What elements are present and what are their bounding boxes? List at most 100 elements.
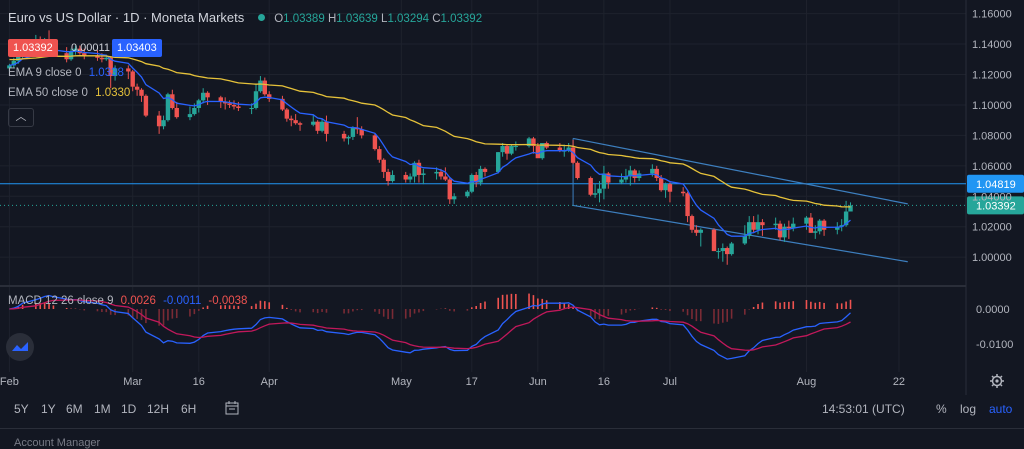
percent-toggle[interactable]: % bbox=[936, 402, 947, 416]
range-1d[interactable]: 1D bbox=[121, 402, 137, 416]
time-tick-label: 16 bbox=[193, 376, 205, 388]
candle-body bbox=[192, 107, 197, 115]
tradingview-logo-icon[interactable] bbox=[6, 333, 34, 361]
candle-body bbox=[200, 92, 206, 101]
candle-body bbox=[297, 123, 303, 125]
spread-value: 0.00011 bbox=[71, 42, 110, 54]
time-tick-label: May bbox=[391, 376, 412, 388]
candle-body bbox=[469, 174, 474, 192]
candle-body bbox=[443, 176, 448, 180]
candle-body bbox=[16, 54, 21, 61]
macd-axis[interactable]: 0.0000 -0.0100 bbox=[976, 304, 1013, 351]
auto-toggle[interactable]: auto bbox=[989, 402, 1013, 416]
candles bbox=[7, 30, 853, 265]
range-6m[interactable]: 6M bbox=[66, 402, 83, 416]
candle-body bbox=[284, 109, 290, 119]
chart-canvas[interactable]: 1.04819 1.03392 1.160001.140001.120001.1… bbox=[0, 0, 1024, 395]
candle-body bbox=[134, 86, 140, 90]
ema9-legend[interactable]: EMA 9 close 0 1.0338 bbox=[8, 67, 124, 79]
macd-hist-value: 0.0026 bbox=[120, 295, 156, 307]
candle-body bbox=[319, 121, 325, 131]
collapse-legend-button[interactable]: ︿ bbox=[8, 108, 34, 127]
candle-body bbox=[526, 138, 532, 147]
candle-body bbox=[650, 168, 655, 174]
range-1y[interactable]: 1Y bbox=[41, 402, 56, 416]
clock-time[interactable]: 14:53:01 (UTC) bbox=[822, 402, 905, 416]
price-tick-label: 1.08000 bbox=[972, 130, 1012, 142]
horizontal-line-label: 1.04819 bbox=[976, 179, 1016, 191]
ema50-legend[interactable]: EMA 50 close 0 1.0330 bbox=[8, 87, 131, 99]
candle-body bbox=[390, 174, 395, 182]
candle-body bbox=[73, 48, 78, 52]
candle-body bbox=[231, 104, 237, 107]
symbol-legend: Euro vs US Dollar · 1D · Moneta Markets … bbox=[8, 10, 482, 25]
candle-body bbox=[421, 173, 426, 175]
range-1m[interactable]: 1M bbox=[94, 402, 111, 416]
candle-body bbox=[108, 57, 113, 77]
bottom-toolbar: 5Y 1Y 6M 1M 1D 12H 6H 14:53:01 (UTC) % l… bbox=[0, 396, 1024, 422]
candle-body bbox=[575, 162, 580, 179]
market-status-icon bbox=[257, 14, 265, 21]
channel-upper-line[interactable] bbox=[572, 137, 908, 205]
candle-body bbox=[729, 243, 734, 255]
buy-button[interactable]: 1.03403 bbox=[112, 39, 162, 57]
candle-body bbox=[407, 176, 413, 180]
macd-legend[interactable]: MACD 12 26 close 9 0.0026 -0.0011 -0.003… bbox=[8, 295, 248, 307]
candle-body bbox=[112, 68, 118, 77]
candle-body bbox=[359, 129, 364, 136]
symbol-title[interactable]: Euro vs US Dollar · 1D · Moneta Markets bbox=[8, 10, 245, 25]
candle-body bbox=[791, 223, 796, 229]
candle-body bbox=[253, 91, 259, 108]
candle-body bbox=[139, 89, 144, 96]
ema-lines bbox=[9, 48, 851, 237]
tab-account-manager[interactable]: Account Manager bbox=[14, 437, 101, 449]
candle-body bbox=[315, 121, 320, 131]
bottom-tab-strip: Account Manager bbox=[0, 428, 1024, 449]
candle-body bbox=[835, 226, 840, 230]
time-tick-label: Aug bbox=[797, 376, 817, 388]
candle-body bbox=[782, 226, 787, 238]
candle-body bbox=[482, 168, 488, 172]
candle-body bbox=[324, 121, 329, 134]
candle-body bbox=[341, 133, 347, 139]
macd-line-value: -0.0011 bbox=[163, 295, 202, 307]
candle-body bbox=[654, 168, 659, 179]
range-12h[interactable]: 12H bbox=[147, 402, 170, 416]
candle-body bbox=[813, 231, 818, 233]
trend-channel[interactable] bbox=[572, 137, 908, 263]
candle-body bbox=[658, 178, 664, 191]
candle-body bbox=[500, 146, 505, 153]
candle-body bbox=[104, 57, 109, 60]
price-tick-label: 1.16000 bbox=[972, 9, 1012, 21]
candle-body bbox=[623, 176, 629, 180]
candle-body bbox=[496, 152, 501, 172]
candle-body bbox=[513, 146, 519, 148]
candle-body bbox=[773, 223, 778, 226]
candle-body bbox=[236, 106, 241, 108]
candle-body bbox=[346, 136, 351, 139]
channel-lower-line[interactable] bbox=[572, 204, 908, 263]
horizontal-line[interactable]: 1.04819 bbox=[0, 174, 1024, 193]
range-5y[interactable]: 5Y bbox=[14, 402, 29, 416]
candle-body bbox=[685, 193, 690, 217]
log-toggle[interactable]: log bbox=[960, 402, 977, 416]
candle-body bbox=[451, 196, 457, 200]
goto-date-icon[interactable] bbox=[224, 400, 240, 419]
settings-gear-icon[interactable] bbox=[990, 374, 1004, 388]
time-tick-label: Mar bbox=[123, 376, 142, 388]
candle-body bbox=[143, 95, 149, 116]
price-axis[interactable]: 1.16000 1.14000 1.12000 1.10000 1.08000 1.060… bbox=[972, 9, 1012, 265]
candle-body bbox=[7, 65, 12, 69]
candle-body bbox=[465, 191, 470, 197]
sell-button[interactable]: 1.03392 bbox=[8, 39, 58, 57]
candle-body bbox=[694, 229, 699, 233]
range-6h[interactable]: 6H bbox=[181, 402, 197, 416]
price-tick-label: 1.06000 bbox=[972, 161, 1012, 173]
candle-body bbox=[747, 222, 752, 236]
ohlc-values: O1.03389 H1.03639 L1.03294 C1.03392 bbox=[274, 13, 483, 25]
price-tick-label: 1.02000 bbox=[972, 222, 1012, 234]
candle-body bbox=[742, 235, 748, 244]
candle-body bbox=[504, 146, 510, 154]
candle-body bbox=[473, 174, 479, 183]
time-axis[interactable]: Feb Mar 16 Apr May 17 Jun 16 Jul Aug 22 bbox=[0, 376, 905, 388]
